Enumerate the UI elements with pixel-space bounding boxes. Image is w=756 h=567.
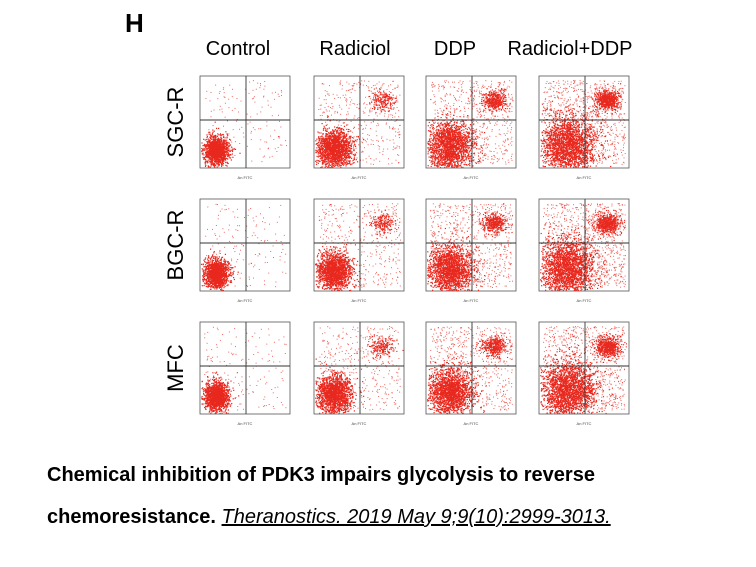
scatter-plot-bgc-r-radiciol: An FITC	[310, 193, 408, 305]
citation-link[interactable]: Theranostics. 2019 May 9;9(10):2999-3013…	[222, 506, 611, 528]
x-axis-label: An FITC	[577, 175, 592, 180]
x-axis-label: An FITC	[238, 421, 253, 426]
x-axis-label: An FITC	[464, 175, 479, 180]
x-axis-label: An FITC	[577, 298, 592, 303]
scatter-plot-sgc-r-radiciol: An FITC	[310, 70, 408, 182]
x-axis-label: An FITC	[352, 421, 367, 426]
scatter-plot-sgc-r-ddp: An FITC	[422, 70, 520, 182]
x-axis-label: An FITC	[464, 298, 479, 303]
scatter-plot-mfc-radiciol-ddp: An FITC	[535, 316, 633, 428]
scatter-plot-mfc-ddp: An FITC	[422, 316, 520, 428]
column-label-ddp: DDP	[385, 38, 525, 61]
row-label-mfc: MFC	[163, 344, 189, 392]
scatter-plot-sgc-r-control: An FITC	[196, 70, 294, 182]
column-label-radiciol-ddp: Radiciol+DDP	[500, 38, 640, 61]
caption-line-1: Chemical inhibition of PDK3 impairs glyc…	[47, 464, 595, 487]
x-axis-label: An FITC	[238, 298, 253, 303]
caption-bold-text: chemoresistance.	[47, 506, 216, 528]
x-axis-label: An FITC	[577, 421, 592, 426]
x-axis-label: An FITC	[352, 298, 367, 303]
x-axis-label: An FITC	[238, 175, 253, 180]
scatter-plot-mfc-control: An FITC	[196, 316, 294, 428]
row-label-bgc-r: BGC-R	[163, 210, 189, 281]
x-axis-label: An FITC	[352, 175, 367, 180]
scatter-plot-sgc-r-radiciol-ddp: An FITC	[535, 70, 633, 182]
scatter-plot-bgc-r-radiciol-ddp: An FITC	[535, 193, 633, 305]
row-label-sgc-r: SGC-R	[163, 87, 189, 158]
scatter-plot-bgc-r-ddp: An FITC	[422, 193, 520, 305]
panel-letter: H	[125, 8, 144, 39]
scatter-plot-bgc-r-control: An FITC	[196, 193, 294, 305]
scatter-plot-mfc-radiciol: An FITC	[310, 316, 408, 428]
column-label-radiciol: Radiciol	[285, 38, 425, 61]
caption-line-2: chemoresistance. Theranostics. 2019 May …	[47, 506, 611, 529]
x-axis-label: An FITC	[464, 421, 479, 426]
column-label-control: Control	[168, 38, 308, 61]
